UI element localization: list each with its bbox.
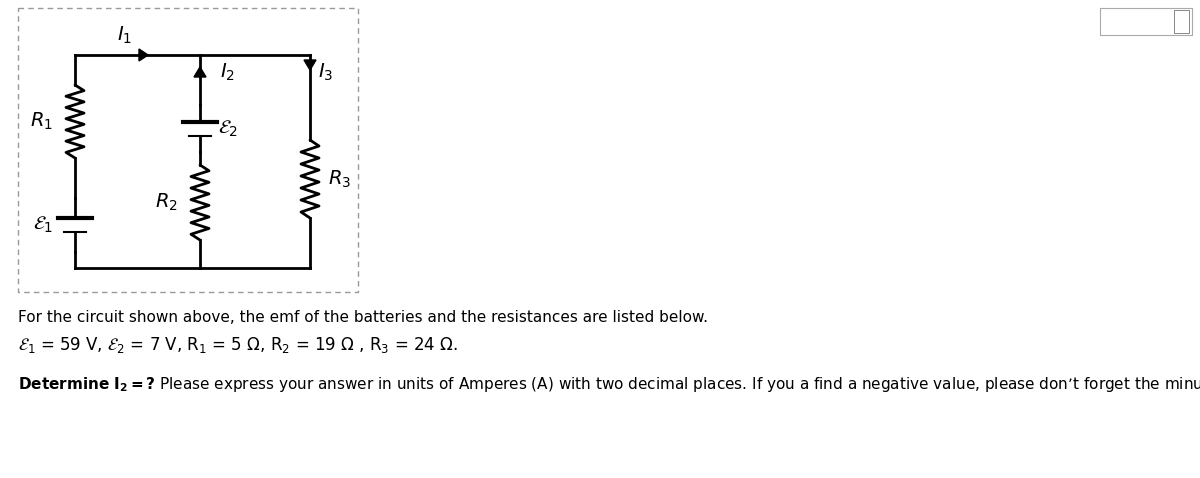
Text: $R_1$: $R_1$ (30, 111, 53, 132)
Text: $I_1$: $I_1$ (118, 24, 132, 46)
Text: $\mathbf{Determine\ }$$\mathbf{I_2}$$\mathbf{=?}$ Please express your answer in : $\mathbf{Determine\ }$$\mathbf{I_2}$$\ma… (18, 376, 1200, 394)
Text: $I_2$: $I_2$ (220, 61, 235, 83)
Text: $\mathcal{E}_1$ = 59 V, $\mathcal{E}_2$ = 7 V, R$_1$ = 5 $\Omega$, R$_2$ = 19 $\: $\mathcal{E}_1$ = 59 V, $\mathcal{E}_2$ … (18, 335, 458, 355)
Polygon shape (139, 49, 148, 61)
Text: $R_3$: $R_3$ (328, 168, 352, 190)
Text: $R_2$: $R_2$ (155, 192, 178, 213)
Text: $I_3$: $I_3$ (318, 61, 334, 83)
Polygon shape (194, 67, 206, 77)
Text: For the circuit shown above, the emf of the batteries and the resistances are li: For the circuit shown above, the emf of … (18, 311, 708, 326)
Text: $\mathcal{E}_2$: $\mathcal{E}_2$ (218, 119, 239, 139)
Polygon shape (304, 60, 316, 70)
Text: $\mathcal{E}_1$: $\mathcal{E}_1$ (32, 215, 53, 235)
